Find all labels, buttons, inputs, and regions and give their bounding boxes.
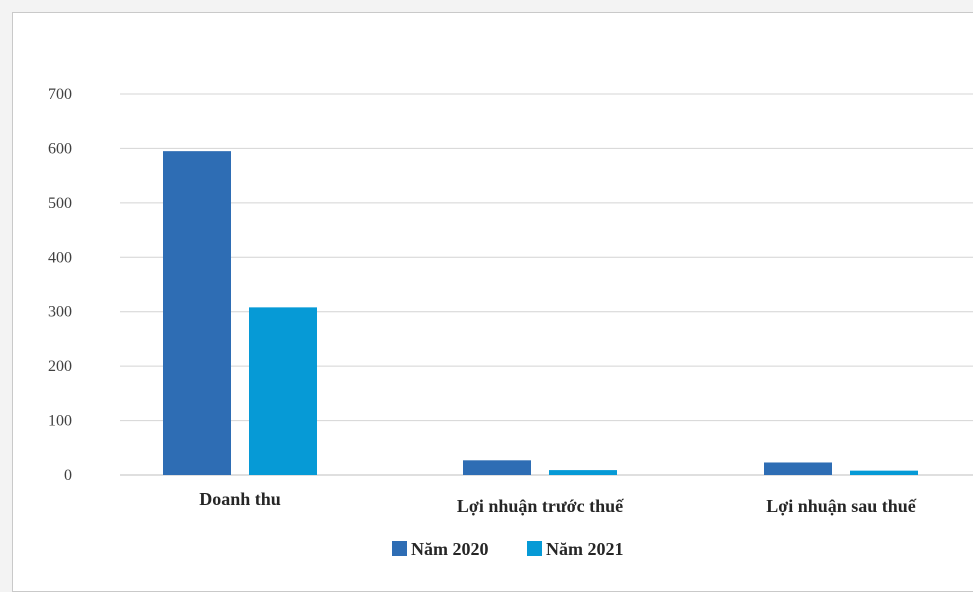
legend-label: Năm 2021 — [546, 539, 624, 559]
bar-nam-2020-2 — [764, 462, 832, 475]
bar-chart: 0 100 200 300 400 500 600 700 Doanh thu Lợi nhuậ… — [48, 86, 973, 559]
y-tick-label: 200 — [48, 358, 72, 375]
y-tick-label: 700 — [48, 86, 72, 103]
y-tick-label: 300 — [48, 304, 72, 321]
y-tick-label: 400 — [48, 249, 72, 266]
x-category-label: Doanh thu — [199, 489, 281, 509]
y-tick-label: 500 — [48, 195, 72, 212]
legend-label: Năm 2020 — [411, 539, 489, 559]
y-axis-ticks: 0 100 200 300 400 500 600 700 — [48, 86, 72, 484]
bars — [163, 151, 918, 475]
legend: Năm 2020 Năm 2021 — [392, 539, 624, 559]
bar-nam-2020-1 — [463, 460, 531, 475]
y-tick-label: 100 — [48, 413, 72, 430]
legend-swatch — [527, 541, 542, 556]
y-tick-label: 0 — [64, 467, 72, 484]
y-tick-label: 600 — [48, 140, 72, 157]
bar-nam-2021-1 — [549, 470, 617, 475]
bar-nam-2021-0 — [249, 307, 317, 475]
gridlines — [120, 93, 973, 476]
x-category-label: Lợi nhuận trước thuế — [457, 496, 624, 516]
legend-swatch — [392, 541, 407, 556]
bar-nam-2020-0 — [163, 151, 231, 475]
bar-nam-2021-2 — [850, 470, 918, 475]
x-category-label: Lợi nhuận sau thuế — [766, 496, 917, 516]
x-axis-categories: Doanh thu Lợi nhuận trước thuế Lợi nhuận s… — [199, 489, 917, 516]
